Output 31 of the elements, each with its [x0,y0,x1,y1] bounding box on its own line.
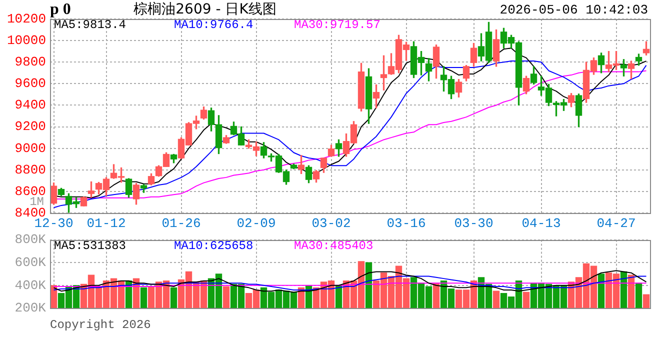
y-tick-label: 400K [14,278,46,293]
y-tick-label: 800K [14,232,46,248]
x-tick-label: 02-09 [236,216,276,232]
x-tick-label: 03-02 [312,216,351,232]
y-tick-label: 9000 [14,140,46,156]
y-tick-label: 10000 [6,32,46,48]
y-tick-label: 9600 [14,76,46,92]
y-tick-label: 200K [14,300,46,316]
y-tick-label: 600K [14,255,46,270]
x-tick-label: 04-27 [596,216,636,232]
text: MA30:9719.57 [294,18,380,32]
x-tick-label: 01-26 [162,216,201,232]
x-tick-label: 12-30 [34,216,74,232]
y-tick-label: 9400 [14,98,46,113]
text: MA10:9766.4 [174,18,254,32]
text: 2026-05-06 10:42:03 [500,2,648,18]
x-tick-label: 01-12 [86,216,126,232]
text: MA30:485403 [294,238,374,253]
text: p 0 [50,1,71,18]
text: Copyright 2026 [50,318,151,332]
y-tick-label: 10200 [6,11,46,26]
x-tick-label: 03-30 [454,216,494,232]
y-tick-label: 9200 [14,119,46,134]
y-tick-label: 8800 [14,162,46,178]
text: MA5:9813.4 [54,18,126,32]
chart-title: 棕榈油2609 - 日K线图 [134,2,276,18]
text: MA5:531383 [54,238,126,253]
x-tick-label: 03-16 [386,216,426,232]
y-tick-label: 9800 [14,54,46,70]
text: MA10:625658 [174,238,254,253]
x-tick-label: 04-13 [522,216,561,232]
